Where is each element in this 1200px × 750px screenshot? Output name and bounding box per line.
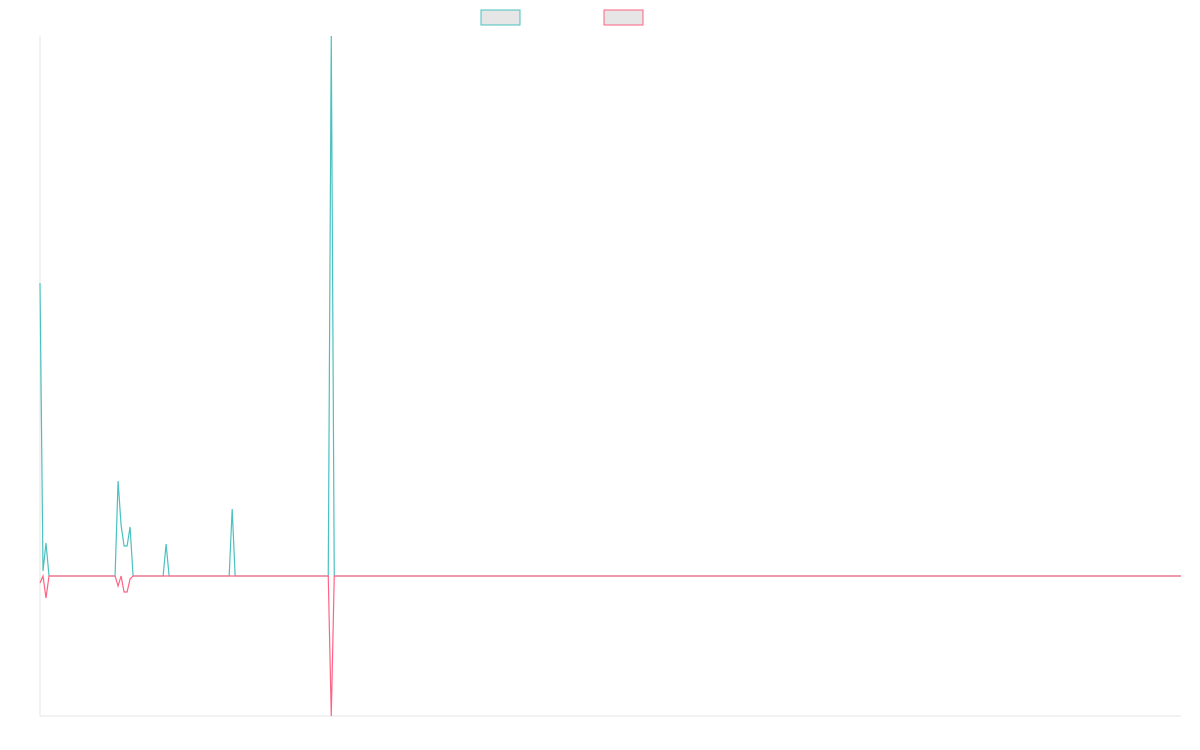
legend-swatch — [603, 9, 644, 26]
legend-swatch — [480, 9, 521, 26]
legend — [480, 9, 644, 26]
series-line — [39, 573, 1181, 717]
series-line — [39, 35, 1181, 577]
